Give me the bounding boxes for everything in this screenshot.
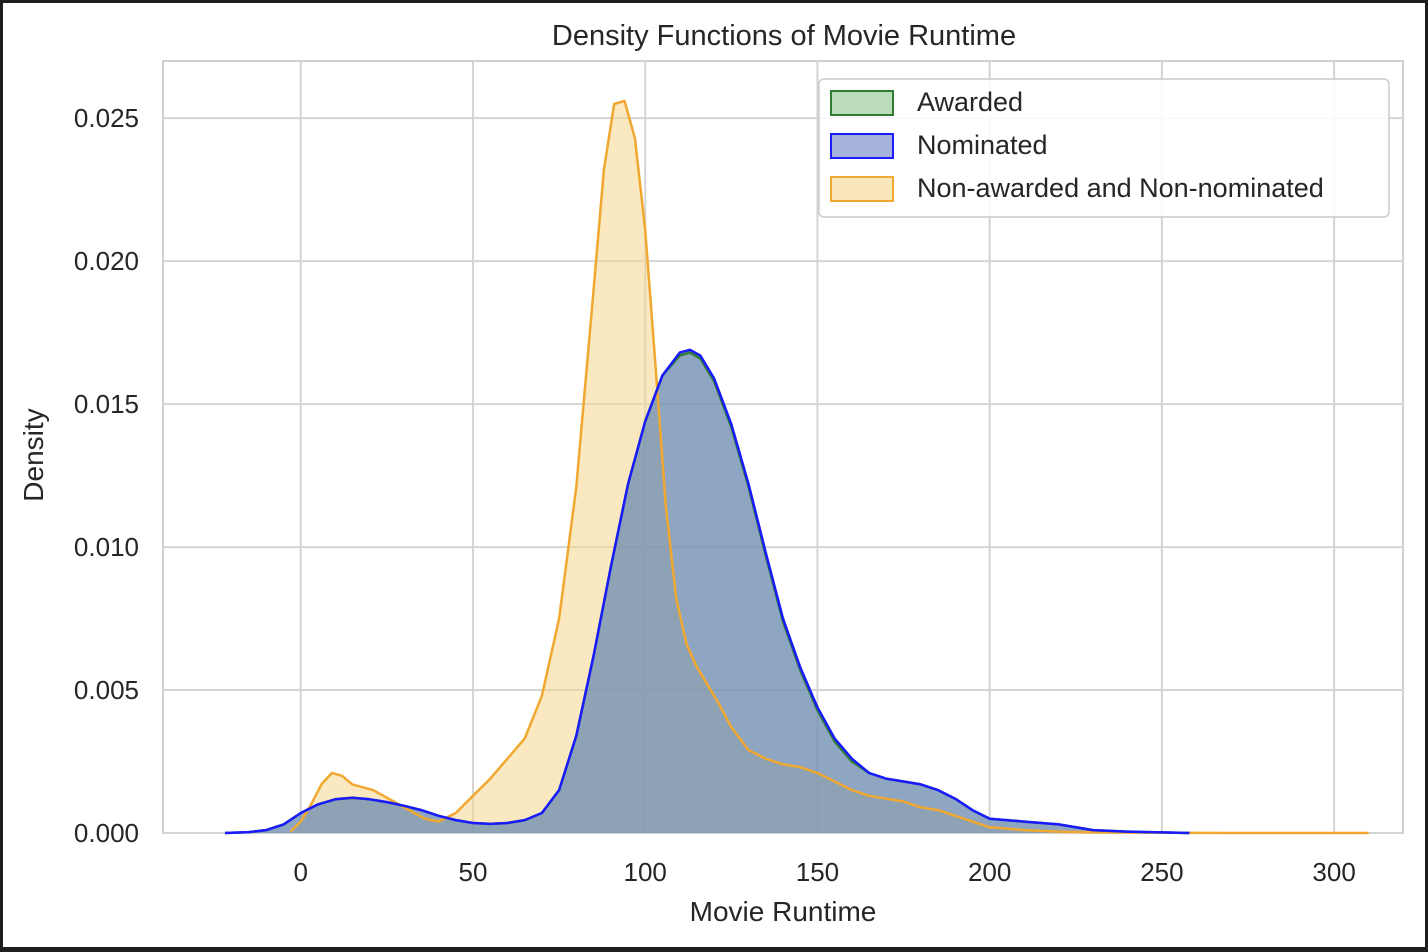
area-fill-non-awarded bbox=[290, 101, 1369, 833]
legend-swatch-non-awarded bbox=[830, 176, 894, 202]
legend-label-non-awarded: Non-awarded and Non-nominated bbox=[917, 173, 1324, 203]
y-tick-label: 0.010 bbox=[74, 532, 139, 562]
chart-frame: 0 50 100 150 200 250 300 0.000 0.005 0.010 0.015 0… bbox=[3, 3, 1425, 947]
x-tick-labels: 0 50 100 150 200 250 300 bbox=[294, 857, 1356, 887]
legend-label-awarded: Awarded bbox=[917, 87, 1023, 117]
x-tick-label: 100 bbox=[624, 857, 667, 887]
chart-title: Density Functions of Movie Runtime bbox=[552, 20, 1016, 52]
y-tick-label: 0.025 bbox=[74, 103, 139, 133]
density-areas bbox=[224, 99, 1369, 835]
x-tick-label: 150 bbox=[796, 857, 839, 887]
y-tick-label: 0.005 bbox=[74, 675, 139, 705]
y-axis-label: Density bbox=[18, 408, 49, 501]
x-tick-label: 200 bbox=[968, 857, 1011, 887]
density-chart: 0 50 100 150 200 250 300 0.0000.0050.0100.0150… bbox=[18, 20, 1404, 927]
x-tick-label: 300 bbox=[1312, 857, 1355, 887]
y-tick-label: 0.020 bbox=[74, 246, 139, 276]
y-tick-label: 0.000 bbox=[74, 818, 139, 848]
y-tick-label: 0.015 bbox=[74, 389, 139, 419]
density-line-nominated bbox=[224, 348, 1190, 835]
x-tick-label: 250 bbox=[1140, 857, 1183, 887]
x-tick-label: 0 bbox=[294, 857, 308, 887]
legend-frame bbox=[818, 78, 1390, 218]
area-fill-nominated bbox=[225, 349, 1190, 833]
legend-label-nominated: Nominated bbox=[917, 130, 1048, 160]
x-tick-label: 50 bbox=[459, 857, 488, 887]
legend-swatch-awarded bbox=[830, 90, 894, 116]
legend-swatch-nominated bbox=[830, 133, 894, 159]
x-axis-label: Movie Runtime bbox=[690, 896, 877, 927]
y-tick-labels: 0.000 0.005 0.010 0.015 0.020 0.025 bbox=[74, 103, 139, 848]
density-line-non-awarded bbox=[289, 99, 1369, 835]
legend: Awarded Nominated Non-awarded and Non-no… bbox=[818, 78, 1390, 218]
